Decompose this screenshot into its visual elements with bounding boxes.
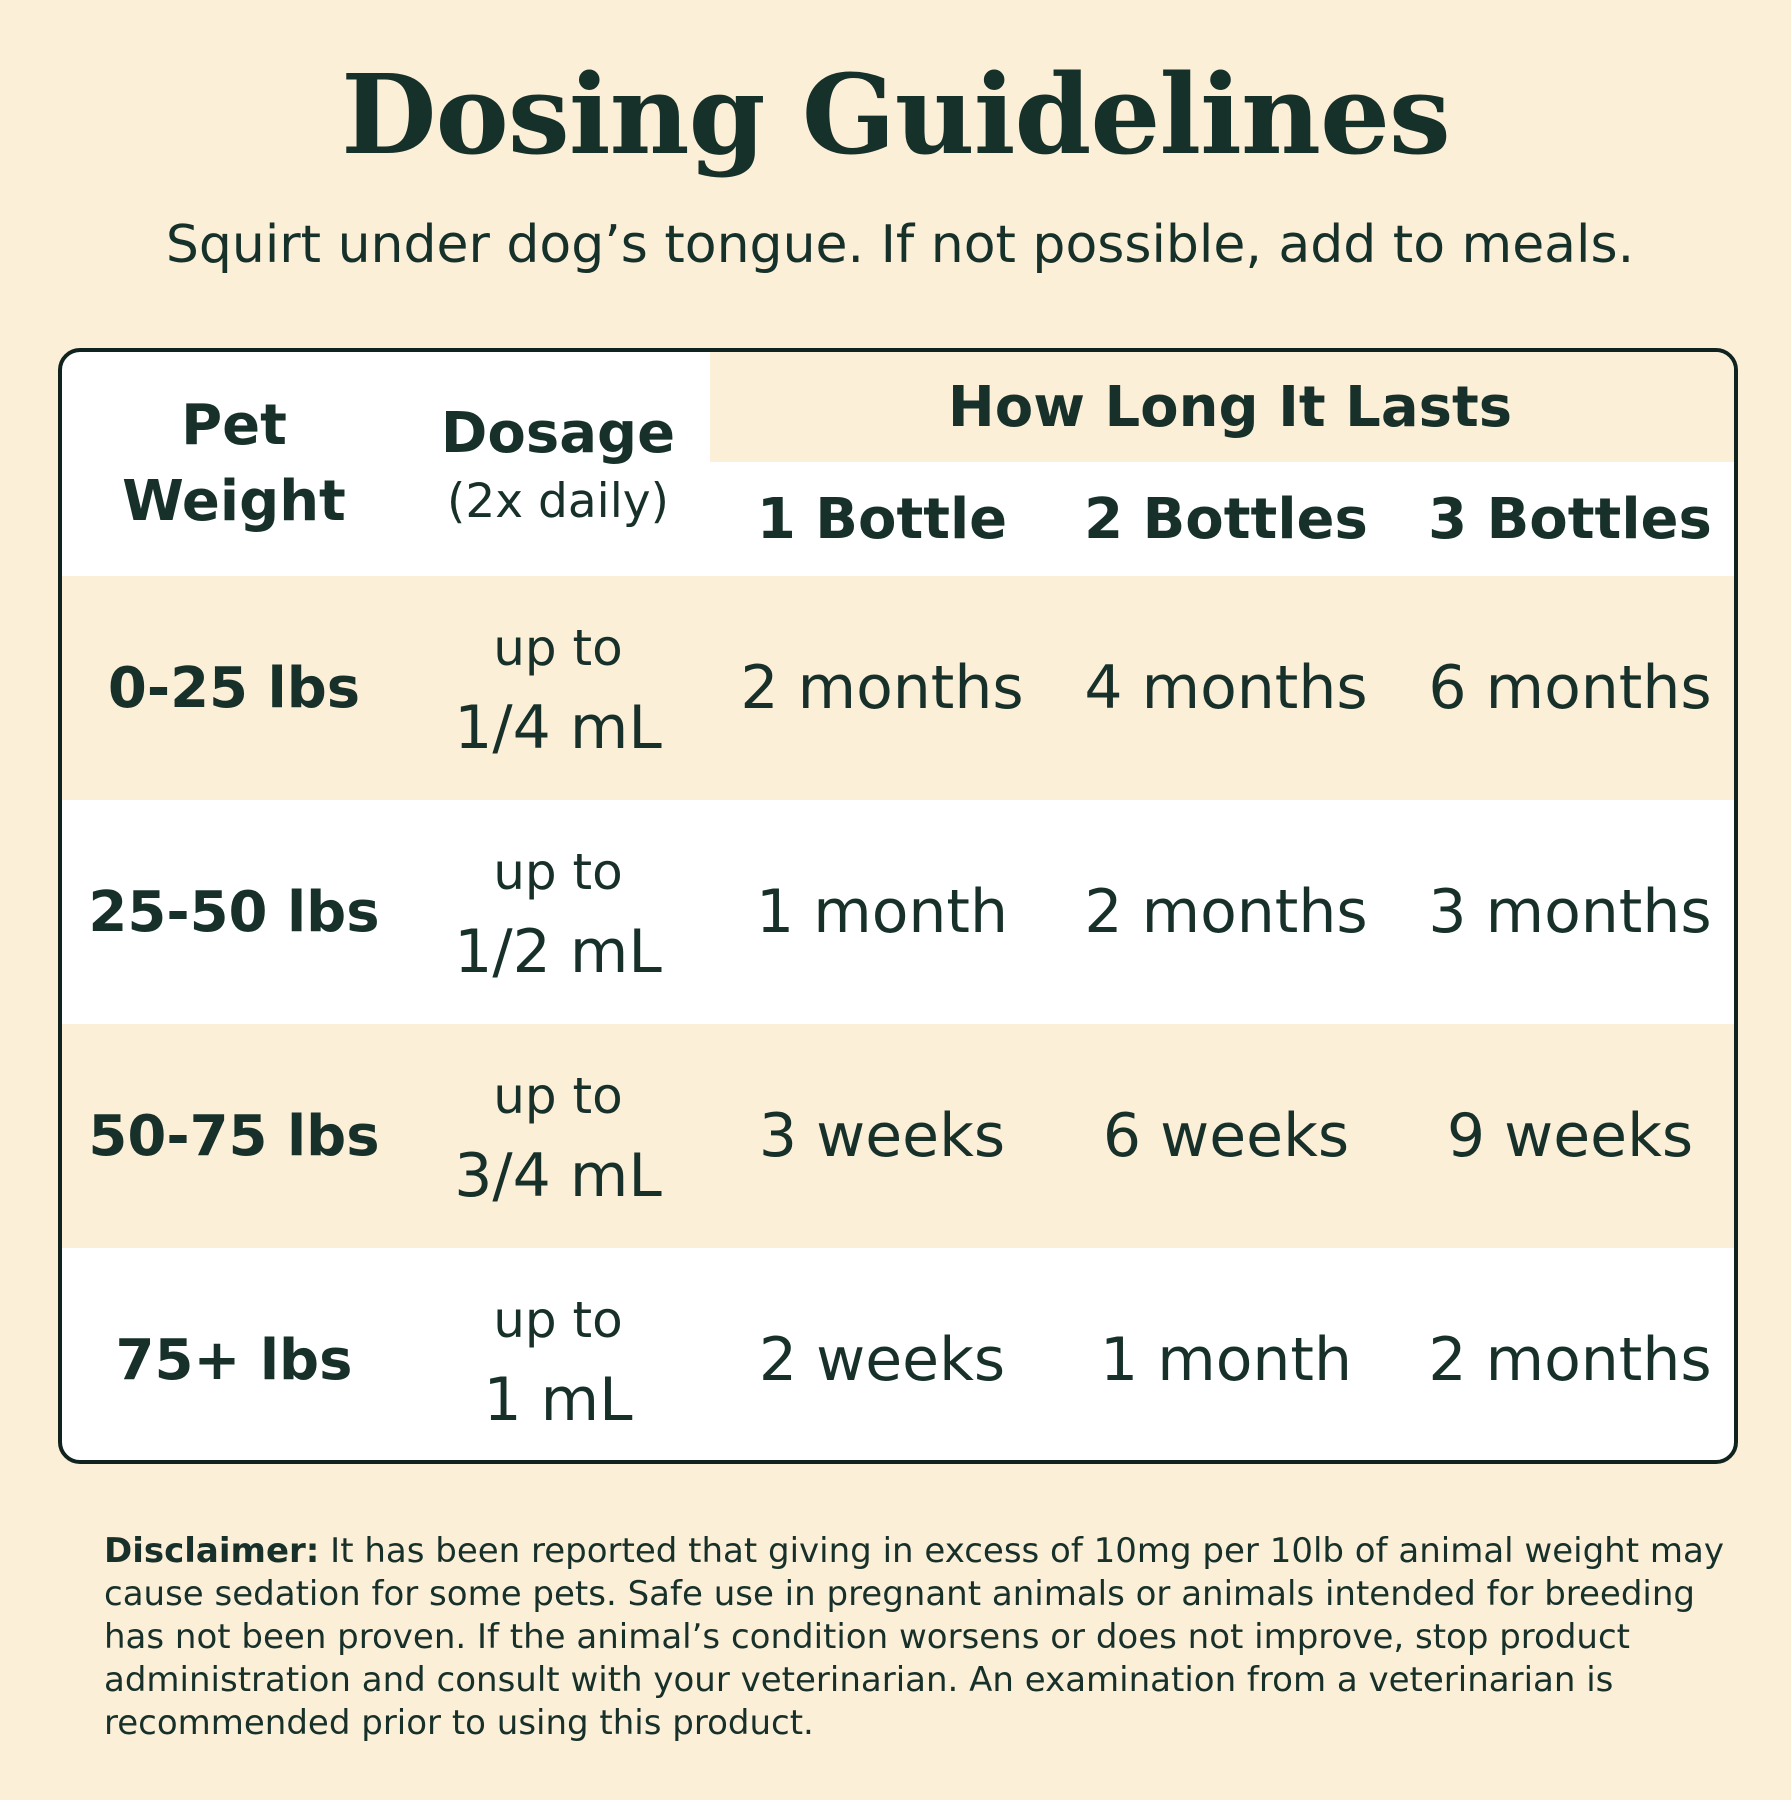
row-3-duration-2-bottles: 6 weeks <box>1102 1101 1350 1171</box>
row-3-dose-amount: 3/4 mL <box>454 1141 662 1211</box>
row-3-weight: 50-75 lbs <box>88 1103 380 1169</box>
row-2-duration-1-bottle: 1 month <box>756 877 1008 947</box>
dosing-table: Pet Weight Dosage (2x daily) How Long It… <box>58 348 1738 1464</box>
header-dosage-note: (2x daily) <box>447 474 669 529</box>
row-1-weight: 0-25 lbs <box>107 655 361 721</box>
row-4-duration-3-bottles: 2 months <box>1428 1325 1712 1395</box>
row-3-duration-3-bottles: 9 weeks <box>1446 1101 1694 1171</box>
row-2-dose: up to 1/2 mL <box>406 800 710 1024</box>
row-band-3 <box>62 1024 1734 1248</box>
row-2-duration-3-bottles: 3 months <box>1428 877 1712 947</box>
row-1-dose: up to 1/4 mL <box>406 576 710 800</box>
disclaimer-label: Disclaimer: <box>104 1531 320 1571</box>
page-title: Dosing Guidelines <box>341 50 1451 179</box>
row-1-dose-amount: 1/4 mL <box>454 693 662 763</box>
row-3-duration-1-bottle: 3 weeks <box>758 1101 1006 1171</box>
header-pet-weight: Pet Weight <box>62 352 406 576</box>
page-subtitle: Squirt under dog’s tongue. If not possib… <box>165 215 1635 275</box>
disclaimer-text: It has been reported that giving in exce… <box>104 1531 1724 1743</box>
header-3-bottles: 3 Bottles <box>1428 486 1712 552</box>
header-dosage: Dosage (2x daily) <box>406 352 710 576</box>
row-2-weight: 25-50 lbs <box>88 879 380 945</box>
header-2-bottles: 2 Bottles <box>1084 486 1368 552</box>
row-4-dose-prefix: up to <box>493 1291 623 1349</box>
row-4-duration-2-bottles: 1 month <box>1100 1325 1352 1395</box>
row-1-dose-prefix: up to <box>493 619 623 677</box>
row-4-dose: up to 1 mL <box>406 1248 710 1460</box>
header-how-long-it-lasts: How Long It Lasts <box>947 374 1513 440</box>
row-4-weight: 75+ lbs <box>115 1327 353 1393</box>
disclaimer: Disclaimer: It has been reported that gi… <box>104 1530 1744 1745</box>
header-pet-weight-line2: Weight <box>122 469 346 534</box>
header-1-bottle: 1 Bottle <box>756 486 1008 552</box>
header-pet-weight-line1: Pet <box>181 393 287 458</box>
row-1-duration-3-bottles: 6 months <box>1428 653 1712 723</box>
row-3-dose: up to 3/4 mL <box>406 1024 710 1248</box>
row-2-dose-amount: 1/2 mL <box>454 917 662 987</box>
how-long-header-band <box>710 352 1734 462</box>
row-3-dose-prefix: up to <box>493 1067 623 1125</box>
row-2-duration-2-bottles: 2 months <box>1084 877 1368 947</box>
row-4-duration-1-bottle: 2 weeks <box>758 1325 1006 1395</box>
row-4-dose-amount: 1 mL <box>483 1365 633 1435</box>
row-1-duration-2-bottles: 4 months <box>1084 653 1368 723</box>
row-band-1 <box>62 576 1734 800</box>
header-dosage-label: Dosage <box>440 401 676 466</box>
row-1-duration-1-bottle: 2 months <box>740 653 1024 723</box>
row-2-dose-prefix: up to <box>493 843 623 901</box>
